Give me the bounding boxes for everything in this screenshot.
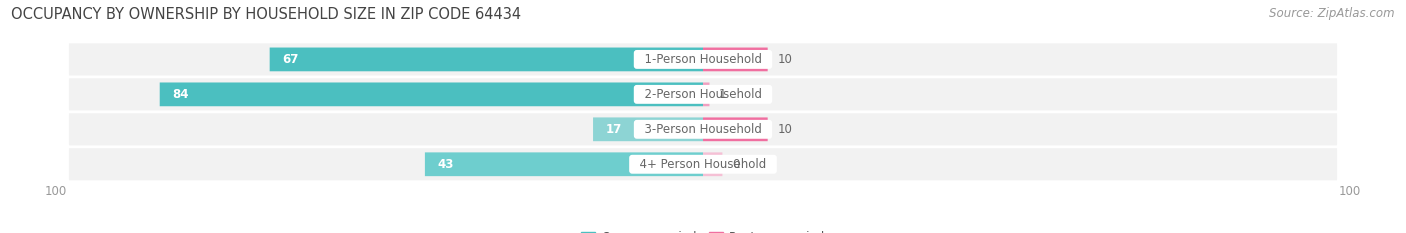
Text: 17: 17 (606, 123, 623, 136)
FancyBboxPatch shape (270, 48, 703, 71)
Text: 43: 43 (437, 158, 454, 171)
Text: OCCUPANCY BY OWNERSHIP BY HOUSEHOLD SIZE IN ZIP CODE 64434: OCCUPANCY BY OWNERSHIP BY HOUSEHOLD SIZE… (11, 7, 522, 22)
FancyBboxPatch shape (703, 117, 768, 141)
Text: 67: 67 (283, 53, 299, 66)
Text: 1-Person Household: 1-Person Household (637, 53, 769, 66)
Text: 84: 84 (173, 88, 190, 101)
Text: 10: 10 (778, 53, 792, 66)
FancyBboxPatch shape (425, 152, 703, 176)
FancyBboxPatch shape (593, 117, 703, 141)
Text: 3-Person Household: 3-Person Household (637, 123, 769, 136)
Text: 10: 10 (778, 123, 792, 136)
Text: 1: 1 (720, 88, 727, 101)
Text: 2-Person Household: 2-Person Household (637, 88, 769, 101)
FancyBboxPatch shape (69, 78, 1337, 110)
Legend: Owner-occupied, Renter-occupied: Owner-occupied, Renter-occupied (576, 226, 830, 233)
FancyBboxPatch shape (703, 82, 710, 106)
Text: 0: 0 (733, 158, 740, 171)
Text: 4+ Person Household: 4+ Person Household (633, 158, 773, 171)
FancyBboxPatch shape (69, 113, 1337, 145)
FancyBboxPatch shape (160, 82, 703, 106)
FancyBboxPatch shape (69, 43, 1337, 75)
FancyBboxPatch shape (69, 148, 1337, 180)
Text: Source: ZipAtlas.com: Source: ZipAtlas.com (1270, 7, 1395, 20)
FancyBboxPatch shape (703, 48, 768, 71)
FancyBboxPatch shape (703, 152, 723, 176)
